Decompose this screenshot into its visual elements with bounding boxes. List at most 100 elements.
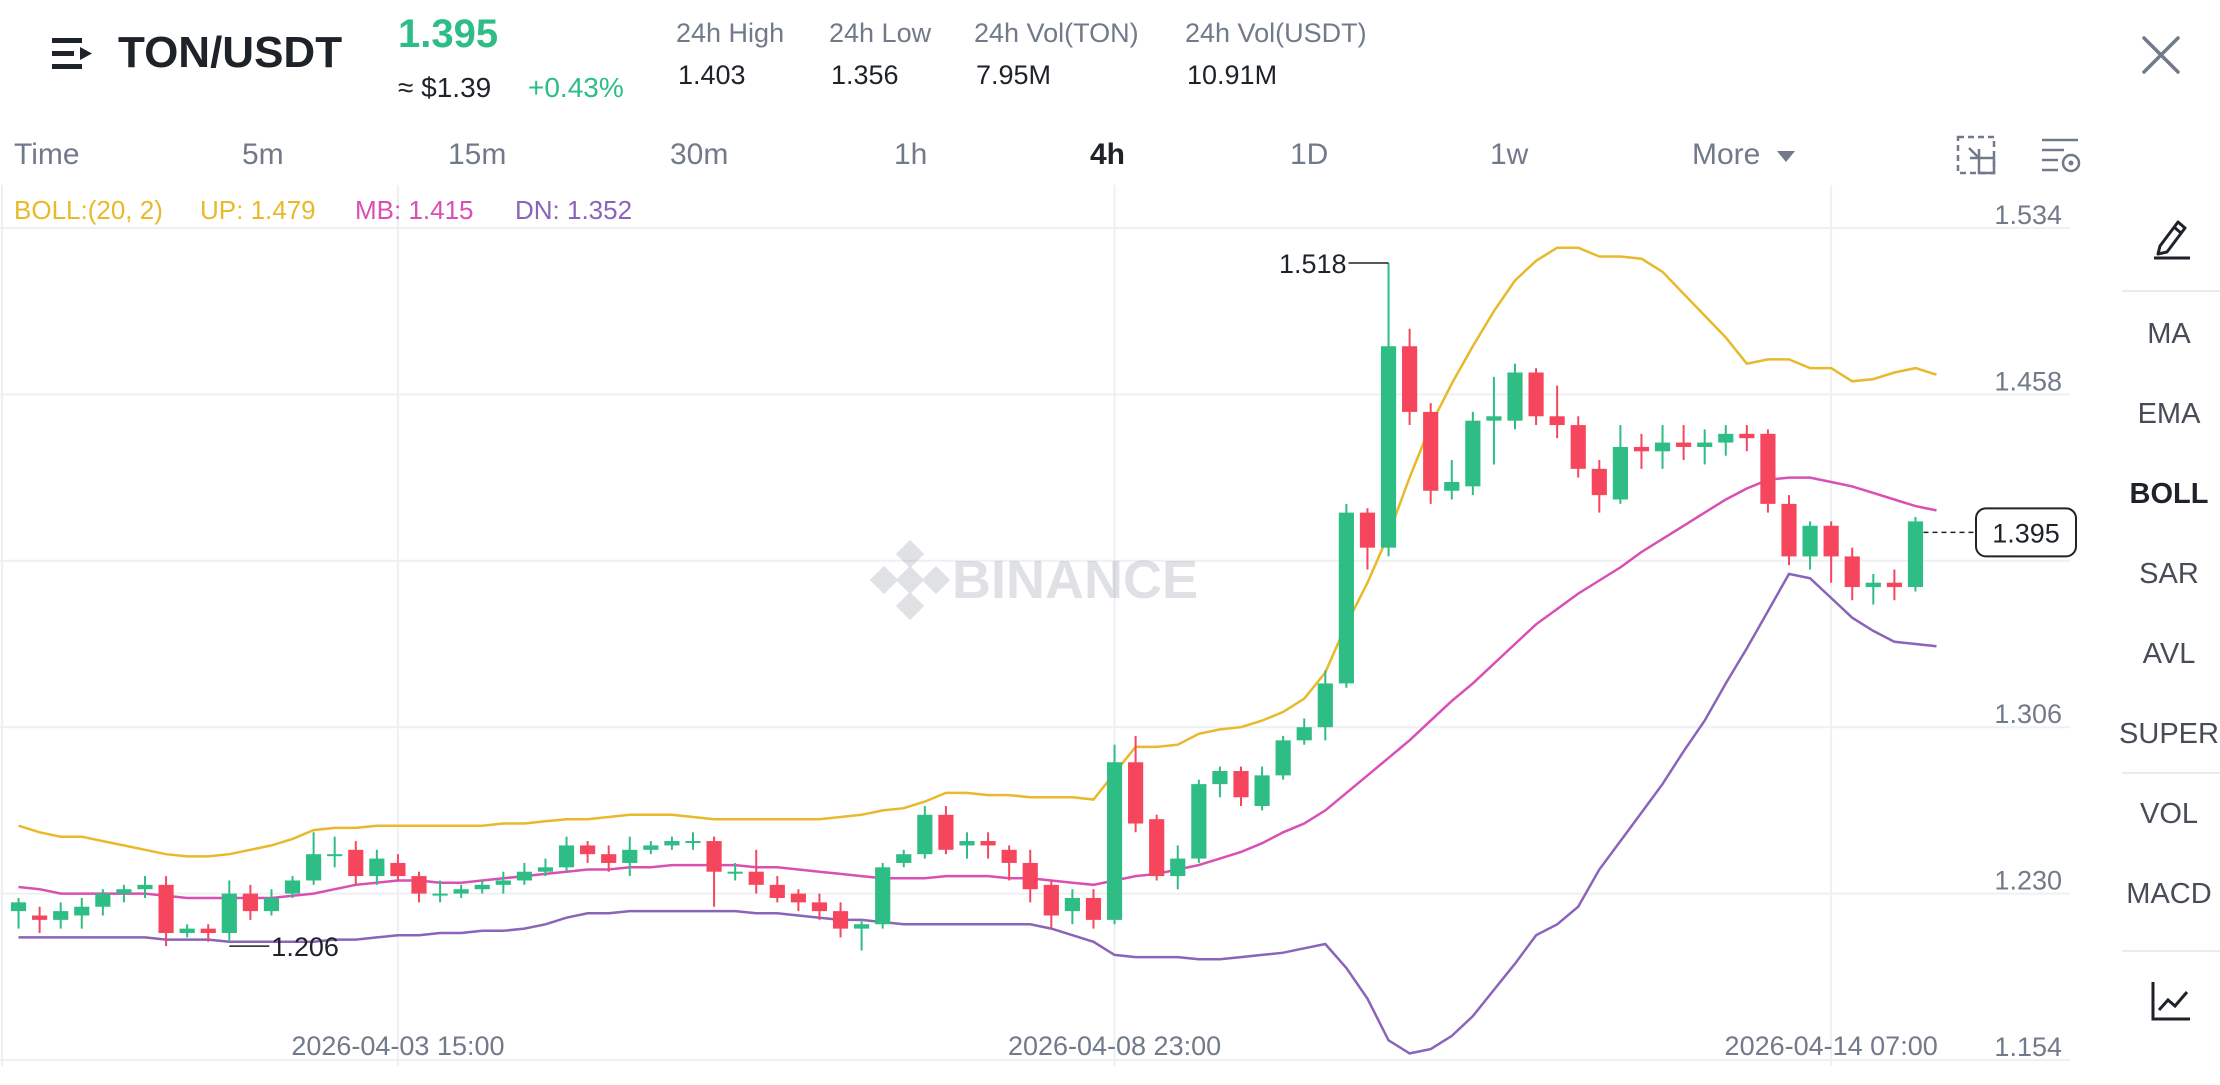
candle-body <box>790 893 806 903</box>
indicator-ema[interactable]: EMA <box>2137 398 2201 430</box>
candle-body <box>1633 446 1650 452</box>
candle-body <box>643 845 659 850</box>
candle-body <box>348 849 364 877</box>
candle-body <box>622 849 638 863</box>
candle-body <box>158 884 174 934</box>
tab-1d[interactable]: 1D <box>1290 138 1329 171</box>
candle-body <box>1486 416 1502 421</box>
y-tick-label: 1.230 <box>1994 866 2062 896</box>
sidebar-divider <box>2122 772 2220 774</box>
candle-body <box>1528 372 1544 417</box>
candle-body <box>959 841 975 846</box>
candle-body <box>1718 433 1734 443</box>
chart-settings-icon[interactable] <box>2040 134 2082 176</box>
candle-body <box>1022 862 1038 890</box>
candle-body <box>1064 897 1080 912</box>
candle-body <box>1739 433 1755 439</box>
candle-body <box>1676 442 1692 447</box>
candle-body <box>1654 442 1671 452</box>
candle-body <box>537 867 554 872</box>
boll-dn-line <box>18 572 1937 1055</box>
candle-body <box>1444 481 1460 491</box>
candle-body <box>938 814 954 850</box>
indicator-super[interactable]: SUPER <box>2119 718 2219 750</box>
indicator-sidebar: MA EMA BOLL SAR AVL SUPER VOL MACD <box>2118 200 2220 1080</box>
candle-body <box>1507 372 1523 421</box>
indicator-sar[interactable]: SAR <box>2139 558 2199 590</box>
candle-body <box>453 889 469 894</box>
stat-label-vol-ton: 24h Vol(TON) <box>974 18 1139 48</box>
candle-body <box>601 854 617 863</box>
candle-body <box>1317 683 1333 728</box>
tab-4h[interactable]: 4h <box>1090 138 1126 171</box>
candle-body <box>1612 446 1628 500</box>
high-marker-label: 1.518 <box>1279 249 1347 279</box>
candle-body <box>179 928 195 934</box>
candle-body <box>1591 468 1607 496</box>
price-change: +0.43% <box>528 72 624 103</box>
candle-body <box>369 858 385 877</box>
tab-more[interactable]: More <box>1692 138 1795 172</box>
y-tick-label: 1.154 <box>1994 1032 2062 1062</box>
candle-body <box>706 841 722 872</box>
candle-body <box>1697 442 1713 447</box>
x-tick-label: 2026-04-08 23:00 <box>1008 1031 1221 1061</box>
indicator-ma[interactable]: MA <box>2147 318 2191 350</box>
usd-price: ≈ $1.39 <box>398 72 492 103</box>
candle-body <box>1043 884 1059 916</box>
boll-mb-value: MB: 1.415 <box>355 195 474 225</box>
candle-body <box>748 871 764 885</box>
candle-body <box>1423 411 1439 491</box>
stat-value-high: 1.403 <box>678 60 746 90</box>
y-tick-label: 1.306 <box>1994 699 2062 729</box>
tab-5m[interactable]: 5m <box>242 138 284 171</box>
stat-value-vol-ton: 7.95M <box>976 60 1052 90</box>
candle-body <box>53 911 69 920</box>
indicator-avl[interactable]: AVL <box>2142 638 2196 670</box>
tab-time[interactable]: Time <box>14 138 80 171</box>
fullscreen-icon[interactable] <box>1955 134 1997 176</box>
candle-body <box>917 814 933 855</box>
tab-30m[interactable]: 30m <box>670 138 729 171</box>
trading-pair[interactable]: TON/USDT <box>118 28 343 77</box>
candle-body <box>1212 770 1228 785</box>
candle-body <box>1886 582 1902 588</box>
indicator-chart-icon[interactable] <box>2150 980 2192 1022</box>
boll-mb-line <box>18 476 1937 900</box>
tab-more-label: More <box>1692 138 1761 171</box>
candle-body <box>137 884 153 890</box>
tab-1w[interactable]: 1w <box>1490 138 1529 171</box>
close-icon[interactable] <box>2138 32 2184 78</box>
binance-logo-icon <box>869 539 951 621</box>
watermark-text: BINANCE <box>952 550 1198 610</box>
candle-body <box>390 862 406 877</box>
candle-body <box>1402 346 1418 412</box>
indicator-vol[interactable]: VOL <box>2139 798 2199 830</box>
price-marker-box <box>1975 507 2077 558</box>
candle-body <box>1191 784 1207 859</box>
market-header: TON/USDT 1.395 ≈ $1.39 +0.43% 24h High 1… <box>0 0 2220 125</box>
menu-icon[interactable] <box>52 34 96 74</box>
candle-body <box>854 924 870 929</box>
candle-body <box>1275 740 1291 776</box>
tab-1h[interactable]: 1h <box>894 138 928 171</box>
candle-body <box>1844 556 1860 588</box>
interval-tabs: Time 5m 15m 30m 1h 4h 1D 1w More <box>0 130 2081 180</box>
candle-body <box>411 876 427 894</box>
candle-body <box>727 871 743 874</box>
indicator-boll[interactable]: BOLL <box>2129 478 2209 510</box>
binance-watermark: BINANCE <box>869 539 1198 621</box>
price-chart[interactable]: BOLL:(20, 2) UP: 1.479 MB: 1.415 DN: 1.3… <box>0 185 2080 1080</box>
price-marker-label: 1.395 <box>1992 518 2060 548</box>
candle-body <box>284 880 301 894</box>
candle-body <box>1233 770 1249 798</box>
candle-body <box>1106 762 1123 920</box>
candle-body <box>74 906 90 916</box>
candle-body <box>811 902 828 912</box>
indicator-macd[interactable]: MACD <box>2126 878 2212 910</box>
draw-pencil-icon[interactable] <box>2152 216 2192 260</box>
candle-body <box>1549 416 1565 426</box>
candle-body <box>495 880 511 885</box>
low-marker-label: 1.206 <box>271 932 339 962</box>
tab-15m[interactable]: 15m <box>448 138 507 171</box>
